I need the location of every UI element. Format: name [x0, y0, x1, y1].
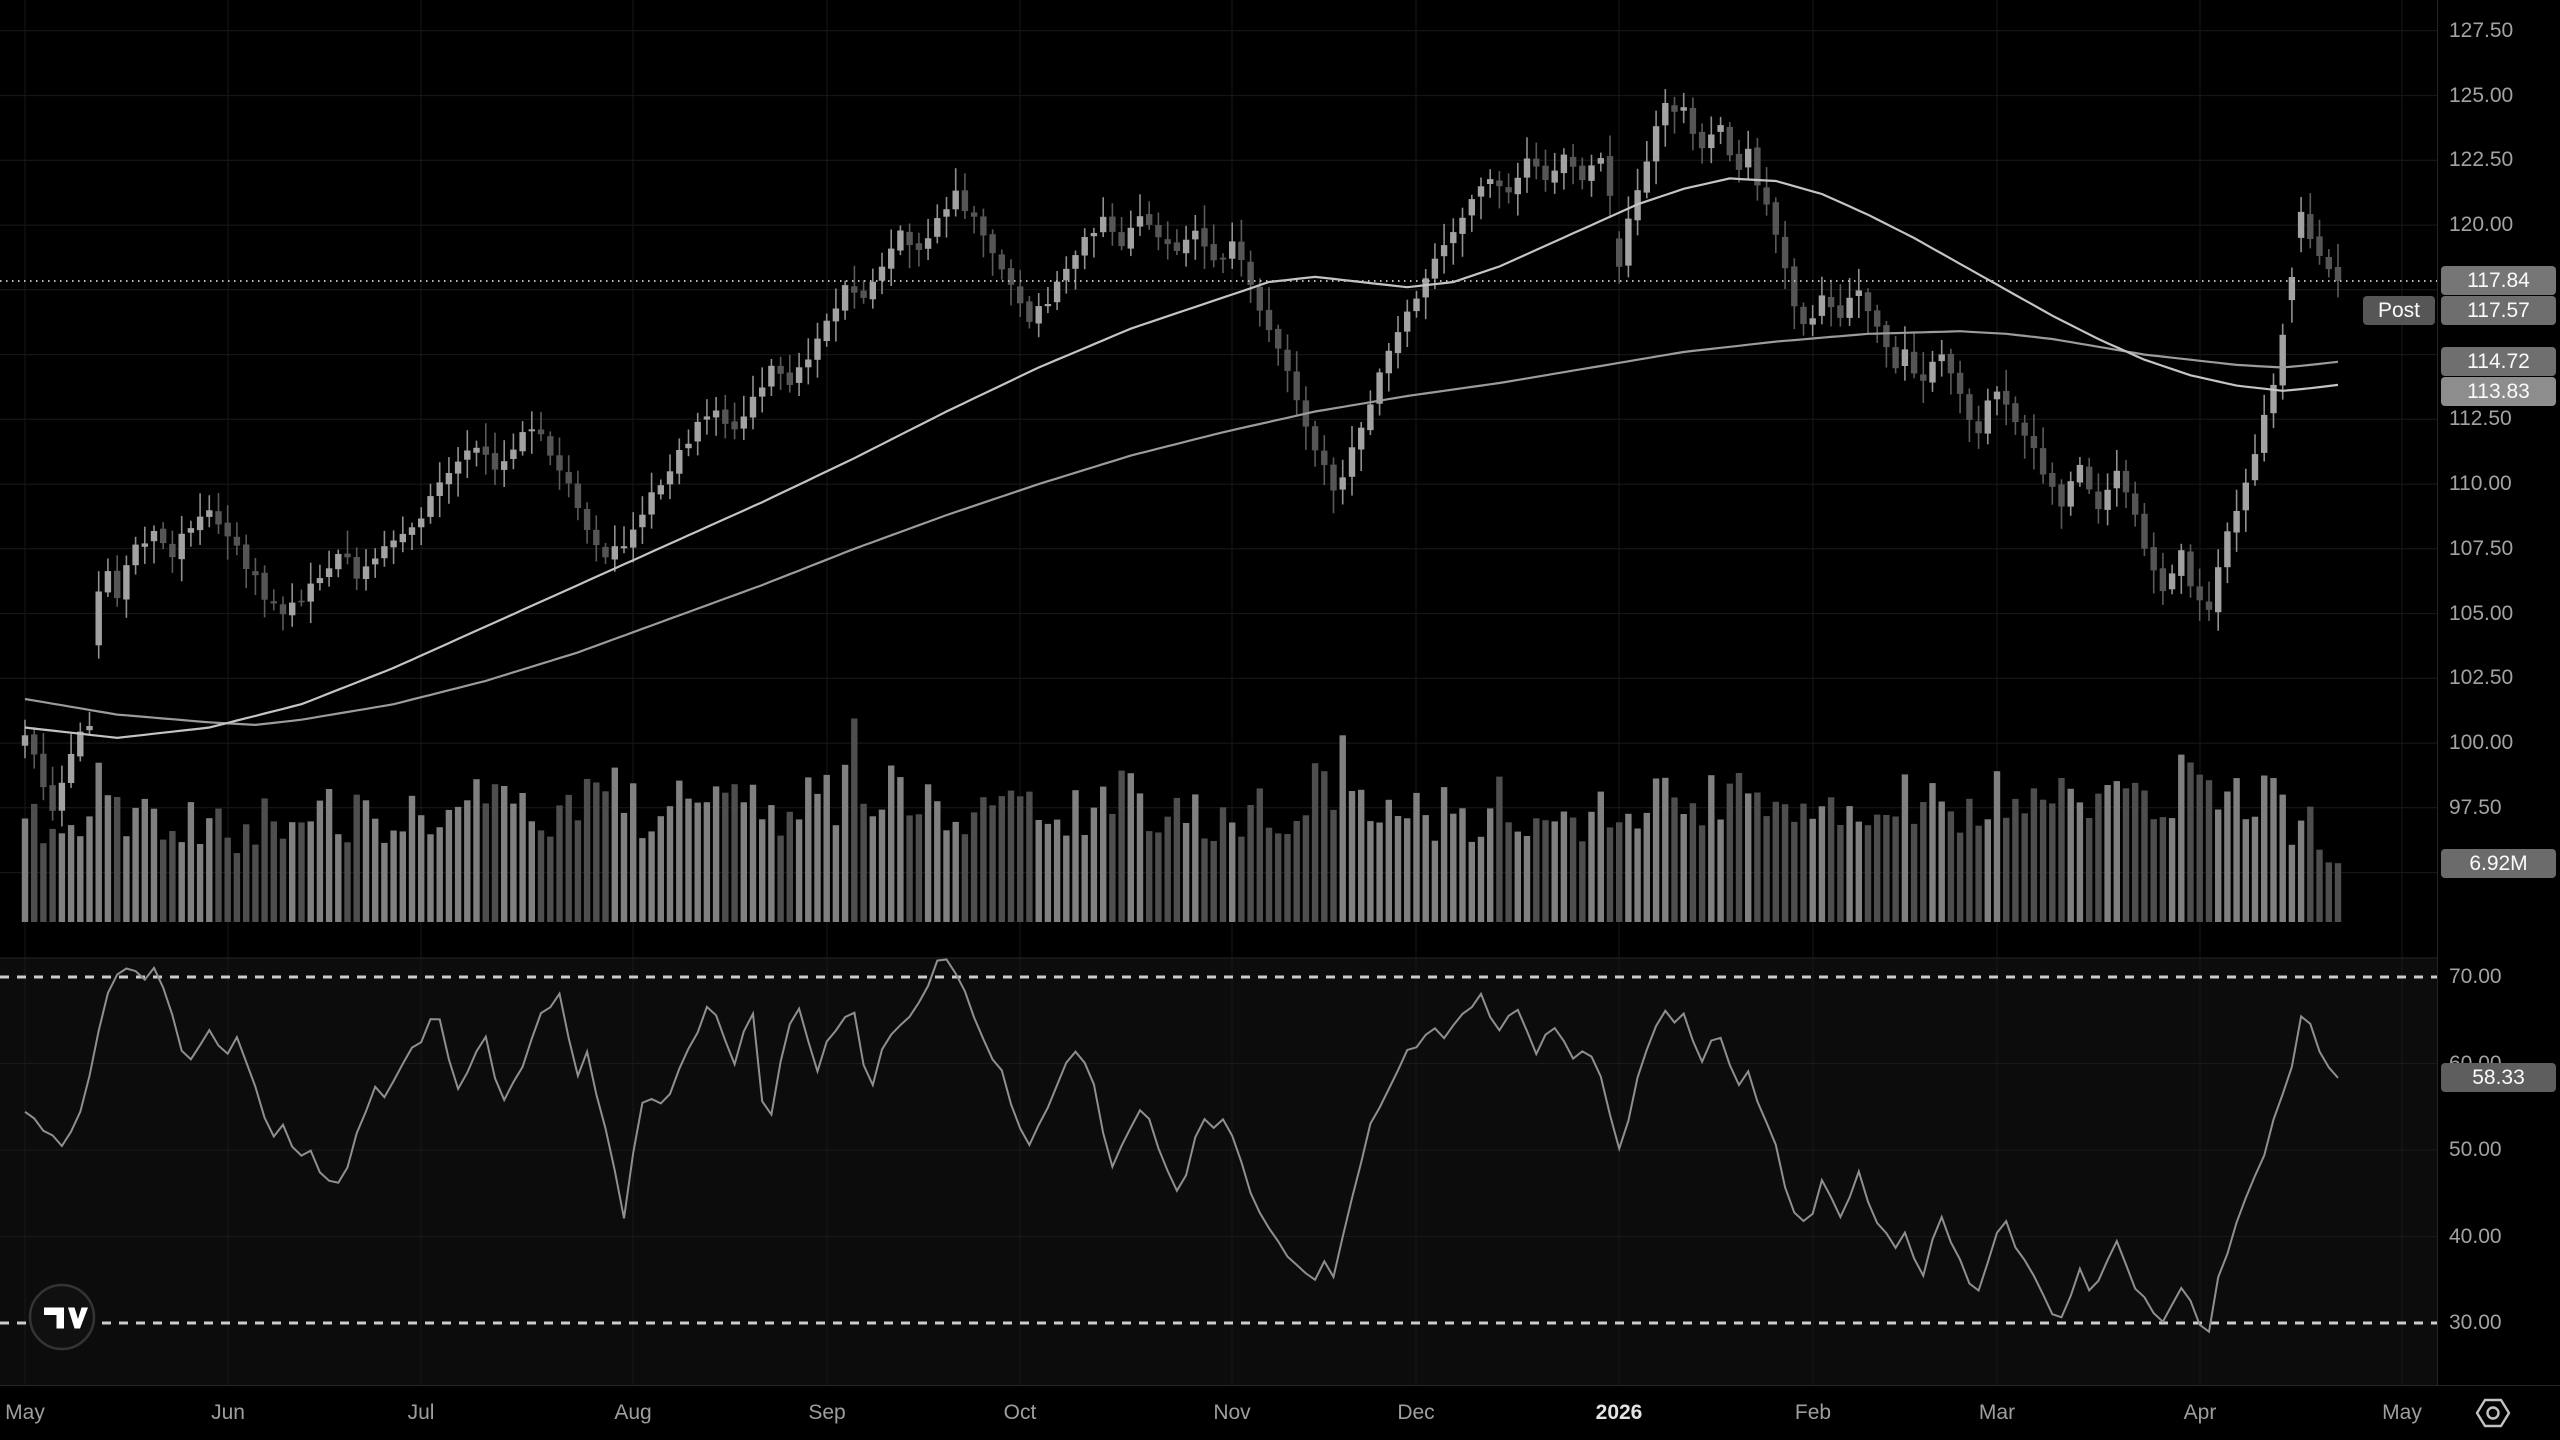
month-label: Mar: [1978, 1401, 2016, 1424]
month-label: 2026: [1595, 1401, 1643, 1424]
rsi-tick-label: 40.00: [2449, 1224, 2502, 1248]
month-label: Apr: [2183, 1401, 2217, 1424]
price-axis[interactable]: 127.50 125.00 122.50 120.00 112.50 110.00 107.…: [2437, 0, 2560, 1385]
month-label: May: [5, 1401, 45, 1424]
month-label: May: [2382, 1401, 2422, 1424]
price-tick-label: 125.00: [2449, 83, 2514, 107]
axis-corner: [2437, 1386, 2560, 1440]
rsi-tick-label: 70.00: [2449, 965, 2502, 988]
settings-gear-icon[interactable]: [2469, 1389, 2529, 1437]
price-tick-label: 112.50: [2449, 407, 2512, 431]
month-label: Oct: [1003, 1401, 1037, 1424]
tradingview-logo[interactable]: [26, 1281, 98, 1353]
month-label: Nov: [1213, 1401, 1251, 1424]
price-tick-label: 110.00: [2449, 472, 2512, 496]
month-label: Aug: [614, 1401, 652, 1424]
price-tick-label: 107.50: [2449, 536, 2514, 560]
post-market-price-badge: 117.57: [2441, 296, 2556, 325]
price-tick-label: 120.00: [2449, 213, 2514, 237]
post-market-label-badge: Post: [2363, 296, 2435, 325]
tradingview-logo-icon: [28, 1283, 96, 1351]
rsi-tick-label: 30.00: [2449, 1311, 2502, 1334]
month-label: Sep: [808, 1401, 846, 1424]
price-tick-label: 127.50: [2449, 18, 2514, 42]
price-tick-label: 102.50: [2449, 666, 2514, 690]
month-label: Dec: [1397, 1401, 1435, 1424]
price-tick-label: 100.00: [2449, 731, 2514, 755]
price-tick-label: 97.50: [2449, 795, 2502, 819]
time-axis[interactable]: May Jun Jul Aug Sep Oct Nov Dec 2026 Feb Mar Apr May: [0, 1385, 2560, 1440]
ma-slow-value-badge: 114.72: [2441, 347, 2556, 376]
price-tick-label: 122.50: [2449, 148, 2514, 172]
volume-value-badge: 6.92M: [2441, 849, 2556, 878]
month-label: Feb: [1794, 1401, 1832, 1424]
price-tick-label: 105.00: [2449, 601, 2514, 625]
rsi-value-badge: 58.33: [2441, 1063, 2556, 1092]
rsi-tick-label: 50.00: [2449, 1138, 2502, 1161]
last-price-badge: 117.84: [2441, 266, 2556, 295]
month-label: Jun: [211, 1401, 245, 1424]
month-label: Jul: [407, 1401, 435, 1424]
ma-fast-value-badge: 113.83: [2441, 377, 2556, 406]
